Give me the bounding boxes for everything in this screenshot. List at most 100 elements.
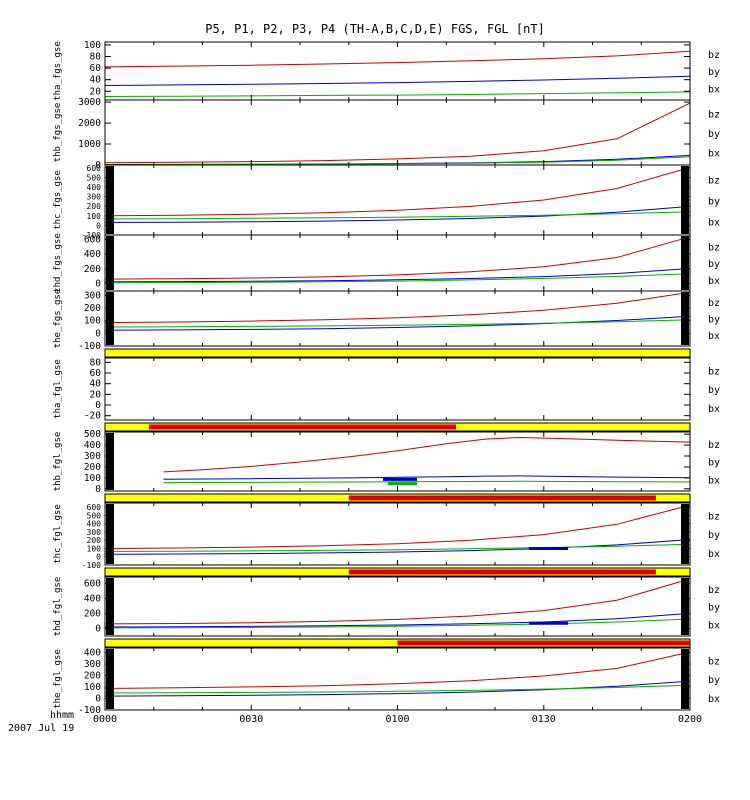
y-tick-label: 200: [84, 303, 101, 314]
y-tick-label: 20: [90, 86, 102, 97]
legend-label-bx: bx: [708, 549, 720, 560]
panel-name-label: thc_fgl_gse: [53, 504, 63, 564]
y-tick-label: 400: [87, 520, 102, 529]
panel-border: [104, 164, 691, 236]
legend-label-bx: bx: [708, 404, 720, 415]
y-tick-label: 100: [84, 316, 101, 327]
y-tick-label: 0: [95, 484, 101, 495]
panel-border: [104, 647, 691, 711]
legend-label-bx: bx: [708, 475, 720, 486]
legend-label-by: by: [708, 259, 720, 270]
y-tick-label: 400: [87, 183, 102, 192]
dense-tick-block-left: [106, 504, 114, 564]
panel-border: [104, 502, 691, 566]
series-line-bx: [104, 684, 691, 694]
panel-name-label: tha_fgl_gse: [53, 359, 63, 419]
legend-label-bx: bx: [708, 85, 720, 96]
y-tick-label: 300: [87, 193, 102, 202]
series-line-by: [163, 475, 691, 480]
y-tick-label: 0: [96, 221, 101, 230]
series-line-bz: [104, 50, 691, 68]
panel-name-label: the_fgl_gse: [53, 649, 63, 709]
panel-name-label: thc_fgs_gse: [53, 170, 63, 230]
y-tick-label: 200: [84, 609, 101, 620]
dense-tick-block-left: [106, 292, 114, 345]
y-tick-label: 400: [84, 249, 101, 260]
y-tick-label: 60: [90, 63, 102, 74]
y-tick-label: 500: [87, 511, 102, 520]
series-line-by: [104, 315, 691, 331]
time-axis-label: hhmm: [50, 710, 75, 721]
series-line-bx: [104, 273, 691, 284]
y-tick-label: 600: [87, 503, 102, 512]
series-line-bx: [104, 211, 691, 220]
x-tick-label: 0200: [678, 714, 702, 725]
panel-border: [104, 41, 691, 101]
x-tick-label: 0000: [93, 714, 117, 725]
panel-name-label: thb_fgs_gse: [53, 103, 63, 163]
series-line-by: [104, 205, 691, 223]
y-tick-label: 300: [84, 451, 101, 462]
panel-border: [104, 290, 691, 347]
dense-tick-block-right: [681, 578, 689, 635]
y-tick-label: 200: [84, 264, 101, 275]
panel-name-label: tha_fgs_gse: [53, 41, 63, 101]
dense-tick-block-left: [106, 433, 114, 490]
y-tick-label: 200: [87, 202, 102, 211]
y-tick-label: 500: [87, 174, 102, 183]
legend-label-bz: bz: [708, 242, 720, 253]
y-tick-label: 100: [84, 682, 101, 693]
y-tick-label: 400: [84, 440, 101, 451]
legend-label-bz: bz: [708, 298, 720, 309]
dense-tick-block-right: [681, 236, 689, 290]
y-tick-label: 1000: [78, 139, 101, 150]
legend-label-bx: bx: [708, 276, 720, 287]
series-line-bz: [104, 166, 691, 217]
quality-flag-red-segment: [397, 640, 690, 646]
y-tick-label: 400: [84, 648, 101, 659]
series-line-by: [104, 612, 691, 628]
series-line-bx: [104, 319, 691, 328]
series-line-by: [104, 680, 691, 697]
y-tick-label: 200: [87, 536, 102, 545]
series-line-by: [104, 268, 691, 283]
series-line-bz: [163, 436, 691, 473]
y-tick-label: 400: [84, 594, 101, 605]
legend-label-bz: bz: [708, 50, 720, 61]
y-tick-label: 600: [87, 164, 102, 173]
legend-label-bz: bz: [708, 109, 720, 120]
series-line-by: [104, 75, 691, 86]
series-line-bx: [163, 480, 691, 484]
series-line-bx: [104, 543, 691, 552]
legend-label-by: by: [708, 675, 720, 686]
quality-flag-red-segment: [348, 495, 656, 501]
legend-label-by: by: [708, 129, 720, 140]
legend-label-bz: bz: [708, 440, 720, 451]
legend-label-bz: bz: [708, 175, 720, 186]
series-line-bz: [104, 578, 691, 625]
legend-label-bx: bx: [708, 217, 720, 228]
y-tick-label: 20: [90, 389, 102, 400]
series-line-bz: [104, 102, 691, 164]
y-tick-label: 100: [87, 212, 102, 221]
y-tick-label: -20: [84, 411, 101, 422]
legend-label-bz: bz: [708, 512, 720, 523]
y-tick-label: -100: [82, 561, 101, 570]
panel-name-label: thd_fgl_gse: [53, 577, 63, 637]
panel-name-label: thb_fgl_gse: [53, 432, 63, 492]
y-tick-label: 0: [95, 160, 101, 171]
series-line-by: [104, 539, 691, 555]
series-line-bz: [104, 236, 691, 280]
y-tick-label: 0: [95, 279, 101, 290]
dense-tick-block-right: [681, 649, 689, 709]
x-tick-label: 0030: [239, 714, 263, 725]
legend-label-by: by: [708, 315, 720, 326]
panel-name-label: thd_fgs_gse: [53, 233, 63, 293]
quality-flag-red-segment: [148, 424, 456, 430]
y-tick-label: 200: [84, 462, 101, 473]
y-tick-label: 40: [90, 379, 102, 390]
legend-label-by: by: [708, 385, 720, 396]
y-tick-label: 2000: [78, 118, 101, 129]
y-tick-label: 0: [95, 624, 101, 635]
